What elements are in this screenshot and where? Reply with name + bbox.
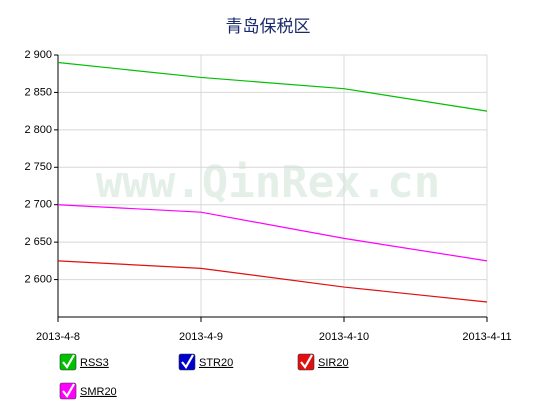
y-tick-label: 2 700: [24, 199, 52, 211]
legend-item[interactable]: SIR20: [297, 353, 349, 371]
legend-item[interactable]: RSS3: [59, 353, 109, 371]
watermark: www.QinRex.cn: [96, 157, 440, 208]
series-line: [57, 61, 488, 112]
check-mark: [300, 354, 313, 369]
legend-label[interactable]: SMR20: [80, 386, 117, 398]
x-tick-label: 2013-4-8: [36, 331, 80, 343]
legend-label[interactable]: SIR20: [318, 357, 349, 369]
y-tick-label: 2 600: [24, 273, 52, 285]
y-tick-label: 2 850: [24, 86, 52, 98]
legend-item[interactable]: SMR20: [59, 382, 117, 400]
chart-title: 青岛保税区: [226, 17, 311, 37]
y-tick-label: 2 800: [24, 124, 52, 136]
check-mark: [62, 383, 75, 398]
x-tick-label: 2013-4-9: [179, 331, 223, 343]
check-mark: [62, 354, 75, 369]
legend-item[interactable]: STR20: [178, 353, 233, 371]
series-line: [57, 204, 488, 262]
x-tick-label: 2013-4-10: [319, 331, 369, 343]
series-line: [57, 260, 488, 303]
y-tick-label: 2 650: [24, 236, 52, 248]
y-tick-label: 2 900: [24, 49, 52, 61]
legend-label[interactable]: RSS3: [80, 357, 109, 369]
x-tick-label: 2013-4-11: [462, 331, 511, 343]
legend-label[interactable]: STR20: [199, 357, 233, 369]
check-mark: [181, 354, 194, 369]
y-tick-label: 2 750: [24, 161, 52, 173]
